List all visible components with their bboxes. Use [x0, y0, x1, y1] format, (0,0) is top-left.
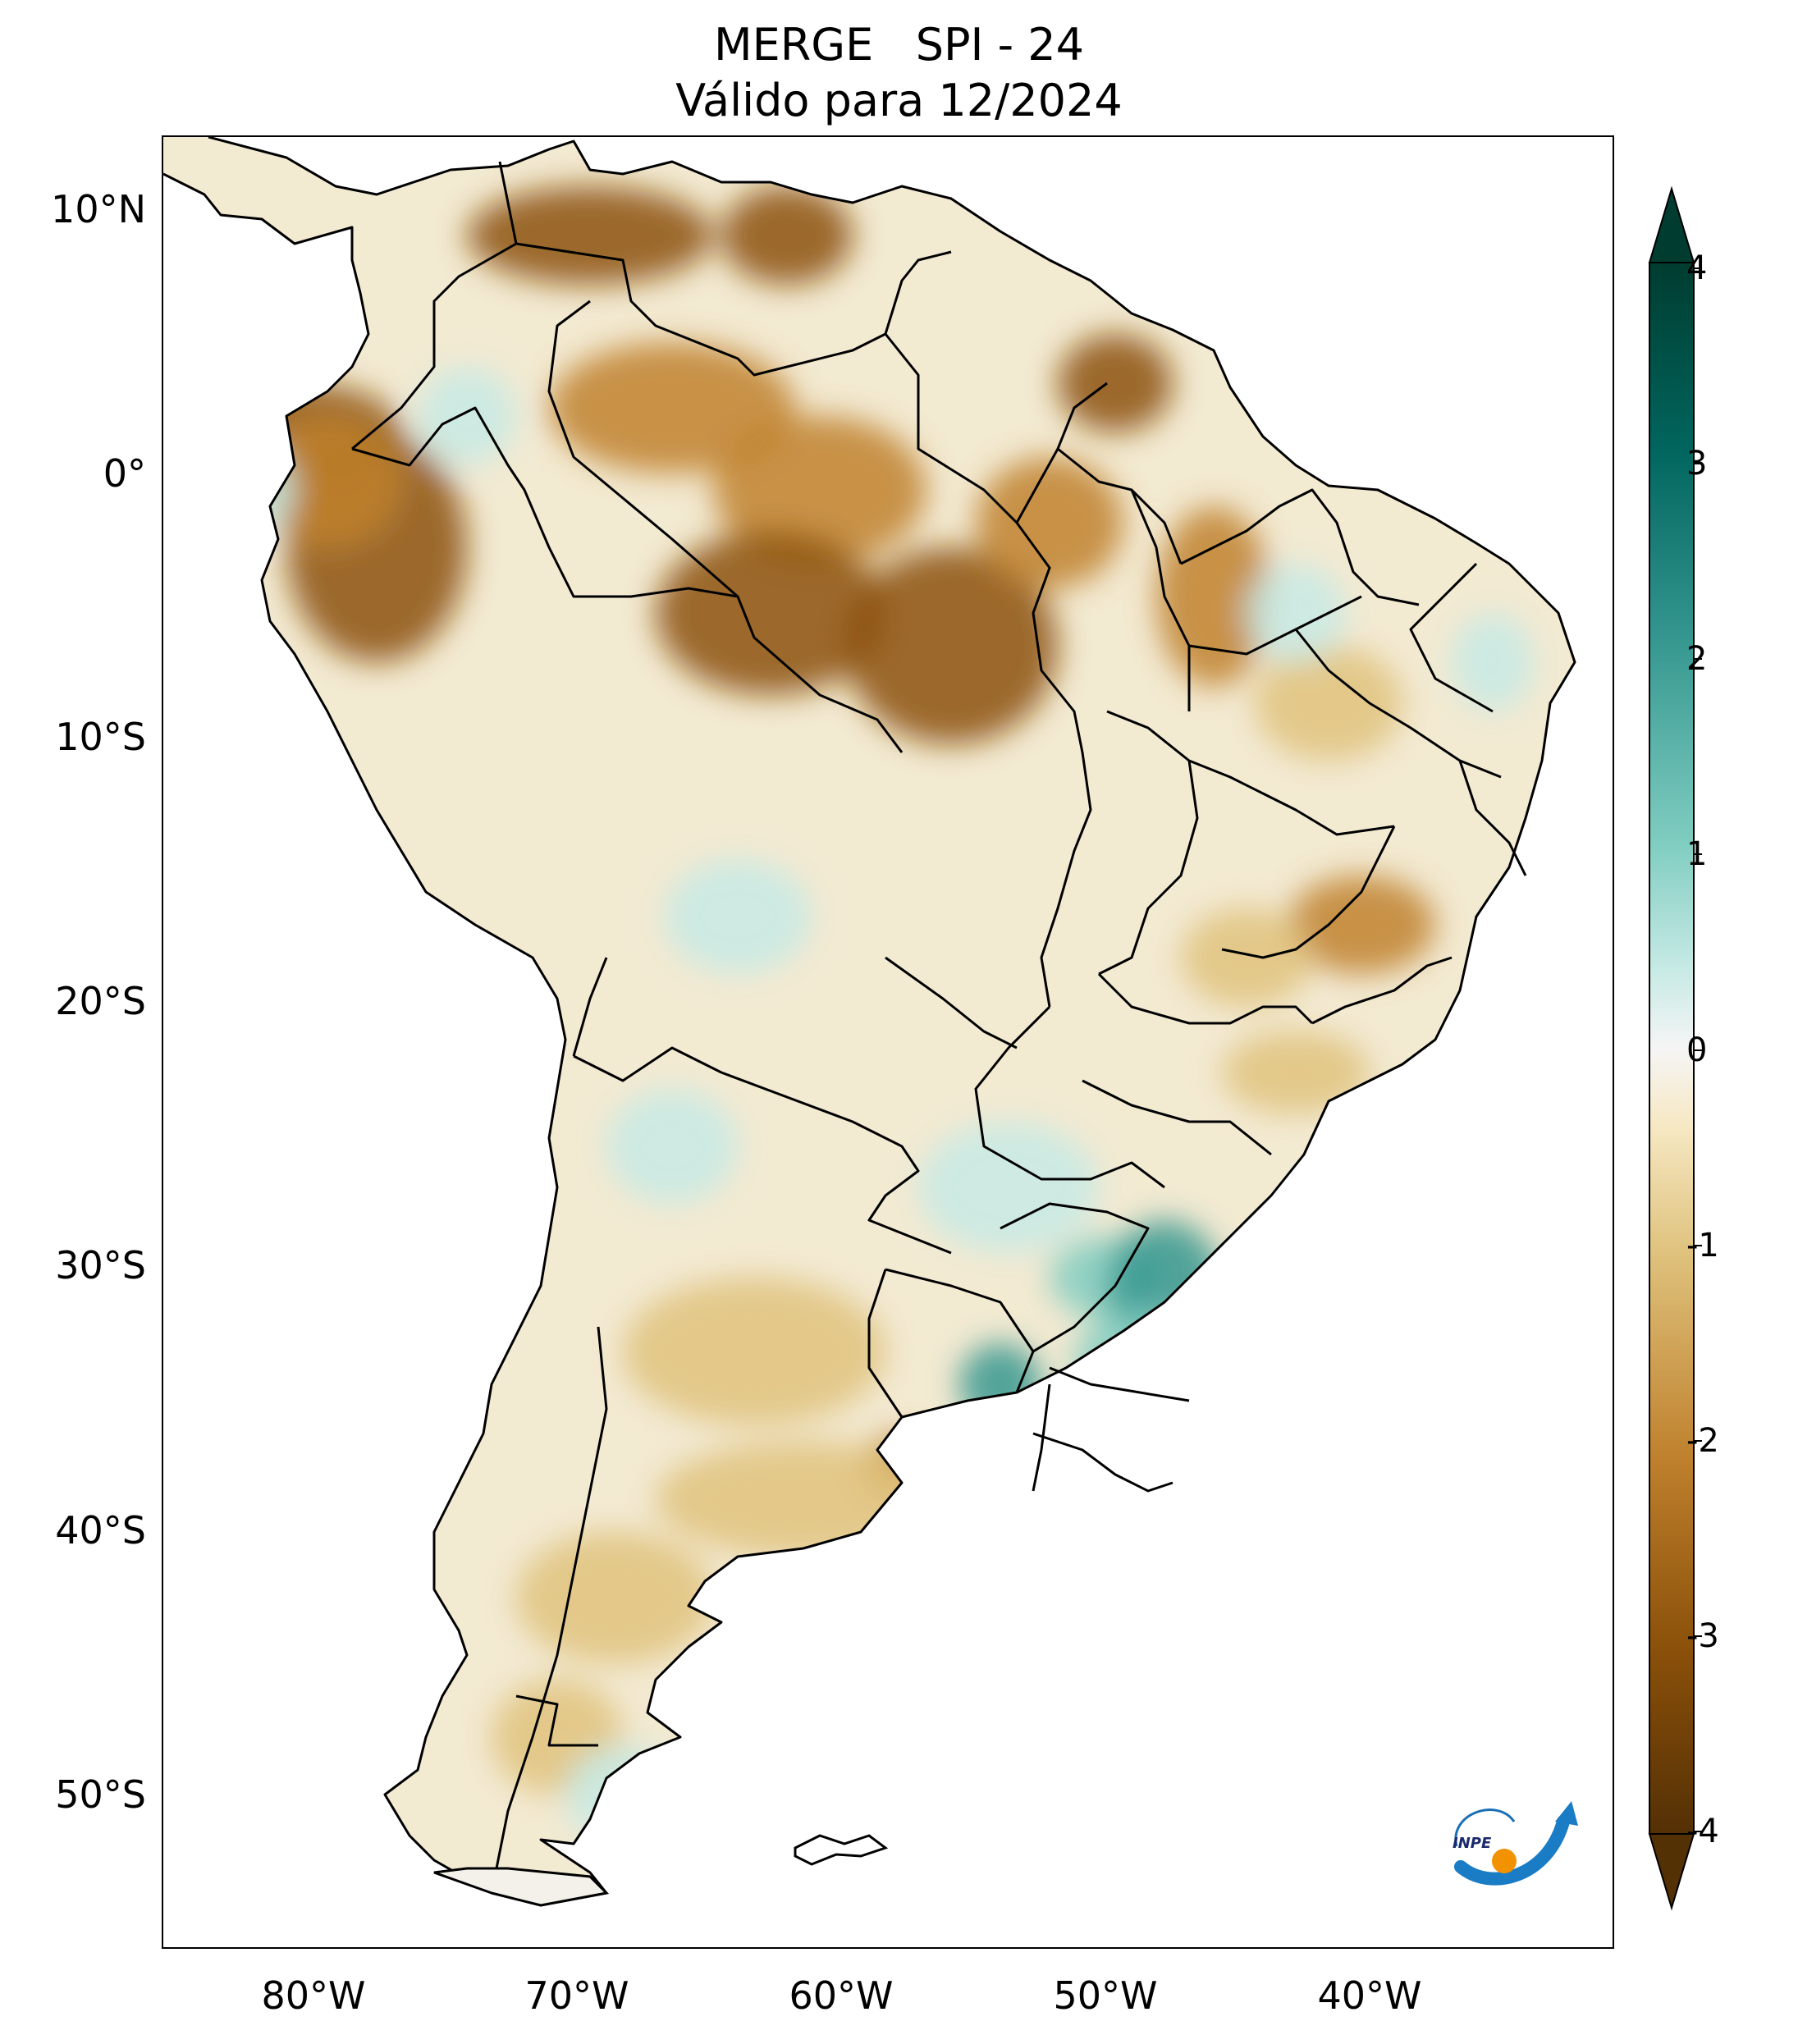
lat-label-10s: 10°S	[55, 715, 146, 759]
spi-anomaly-region	[1255, 646, 1402, 761]
spi-anomaly-region	[976, 457, 1123, 588]
colorbar-tick: -1	[1686, 1227, 1719, 1264]
colorbar-tick: -3	[1686, 1617, 1719, 1655]
lat-label-50s: 50°S	[55, 1772, 146, 1817]
map-area	[162, 135, 1614, 1949]
inpe-logo-text: INPE	[1453, 1835, 1492, 1852]
colorbar-tick: 4	[1686, 249, 1708, 287]
colorbar-tick: 0	[1686, 1031, 1708, 1069]
spi-anomaly-region	[1288, 876, 1435, 974]
spi-anomaly-region	[721, 186, 853, 285]
colorbar-tick: -4	[1686, 1813, 1719, 1850]
spi-anomaly-region	[664, 859, 812, 974]
spi-anomaly-region	[516, 1532, 713, 1663]
south-america-map	[163, 137, 1576, 1907]
colorbar-tick: 1	[1686, 835, 1708, 873]
lon-label-70w: 70°W	[524, 1973, 629, 2018]
inpe-logo: INPE	[1453, 1801, 1578, 1886]
lat-label-30s: 30°S	[55, 1243, 146, 1287]
spi-anomaly-region	[549, 342, 795, 473]
political-borders	[351, 161, 1527, 1894]
colorbar-tick: 2	[1686, 640, 1708, 678]
coastline	[163, 137, 1576, 1907]
spi-anomaly-region	[713, 416, 926, 564]
lon-label-50w: 50°W	[1053, 1973, 1158, 2018]
lat-label-10n: 10°N	[51, 187, 146, 231]
spi-anomaly-region	[918, 1122, 1099, 1253]
tierra-del-fuego	[433, 1867, 610, 1907]
spi-anomaly-region	[656, 531, 885, 695]
spi-anomaly-region	[656, 1442, 951, 1557]
spi-anomaly-region	[844, 547, 1058, 744]
colorbar-tick: -2	[1686, 1422, 1719, 1460]
falkland-islands	[794, 1834, 889, 1866]
spi-field	[163, 137, 1575, 1905]
spi-anomaly-region	[467, 186, 713, 285]
spi-anomaly-region	[1452, 613, 1534, 711]
spi-anomaly-region	[1181, 908, 1312, 1007]
lat-label-20s: 20°S	[55, 979, 146, 1023]
spi-anomaly-region	[623, 1278, 885, 1425]
spi-anomaly-region	[1058, 334, 1173, 432]
lat-label-0: 0°	[103, 451, 146, 496]
lat-label-40s: 40°S	[55, 1508, 146, 1552]
lon-label-80w: 80°W	[261, 1973, 366, 2018]
map-title: MERGE SPI - 24	[714, 19, 1084, 71]
spi-anomaly-region	[418, 367, 516, 465]
spi-anomaly-region	[1156, 506, 1271, 687]
lon-label-60w: 60°W	[789, 1973, 894, 2018]
lon-label-40w: 40°W	[1317, 1973, 1422, 2018]
spi-anomaly-region	[959, 1343, 1041, 1425]
spi-anomaly-region	[1222, 1031, 1370, 1113]
colorbar-tick: 3	[1686, 445, 1708, 482]
map-subtitle: Válido para 12/2024	[675, 75, 1123, 126]
spi-anomaly-region	[606, 1089, 738, 1204]
spi-anomaly-region	[1247, 564, 1345, 662]
